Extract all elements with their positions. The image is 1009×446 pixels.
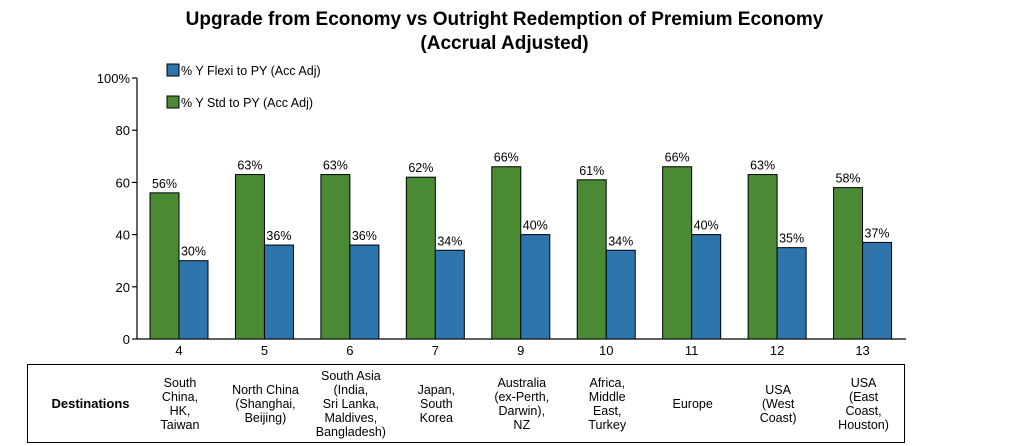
destination-cell: South Asia (India, Sri Lanka, Maldives, … — [315, 368, 386, 439]
destinations-table: Destinations South China, HK, Taiwan Nort… — [27, 364, 905, 443]
data-label: 37% — [865, 226, 890, 240]
y-tick-label: 20 — [116, 280, 130, 295]
x-tick-label: 6 — [346, 343, 353, 358]
data-label: 58% — [836, 172, 861, 186]
destination-cell: Africa, Middle East, Turkey — [588, 375, 627, 432]
data-label: 63% — [237, 159, 262, 173]
data-label: 34% — [608, 234, 633, 248]
bar-y-flexi — [776, 247, 807, 340]
data-label: 66% — [494, 151, 519, 165]
x-axis: 4 5 6 7 9 10 11 12 13 — [137, 338, 906, 358]
data-label: 62% — [408, 161, 433, 175]
destination-cell: Japan, South Korea — [417, 382, 456, 425]
x-tick-label: 11 — [685, 343, 699, 358]
data-label: 35% — [779, 232, 804, 246]
bar-y-flexi — [349, 244, 380, 340]
bar-y-std — [833, 187, 864, 340]
data-label: 30% — [181, 245, 206, 259]
data-label: 40% — [523, 219, 548, 233]
bar-y-std — [662, 166, 693, 340]
bar-y-std — [576, 179, 607, 340]
bar-y-flexi — [263, 244, 294, 340]
legend-swatch — [166, 63, 180, 77]
destination-cell: Australia (ex-Perth, Darwin), NZ — [494, 375, 550, 432]
data-label: 61% — [579, 164, 604, 178]
data-label: 36% — [352, 229, 377, 243]
bar-y-std — [149, 192, 180, 340]
data-label: 40% — [694, 219, 719, 233]
data-label: 56% — [152, 177, 177, 191]
bar-y-flexi — [691, 234, 722, 340]
bar-y-flexi — [178, 260, 209, 340]
bar-chart: 0 20 40 60 80 100% 4 5 6 7 9 10 11 12 13 56% 30% 63% 36%… — [97, 63, 906, 358]
bar-series: 56% 30% 63% 36% 63% 36% 62% 34% 66% 40% 61% 34% 66% 4… — [149, 151, 893, 340]
bar-y-std — [320, 174, 351, 340]
data-label: 63% — [323, 159, 348, 173]
data-label: 36% — [266, 229, 291, 243]
destination-cell: USA (East Coast, Houston) — [838, 375, 889, 432]
legend: % Y Flexi to PY (Acc Adj) % Y Std to PY (… — [166, 63, 321, 110]
data-label: 63% — [750, 159, 775, 173]
bar-y-std — [491, 166, 522, 340]
y-tick-label: 40 — [116, 228, 130, 243]
bar-y-flexi — [520, 234, 551, 340]
destination-cell: Europe — [672, 396, 713, 411]
bar-y-flexi — [605, 249, 636, 340]
destination-cell: North China (Shanghai, Beijing) — [232, 382, 299, 425]
bar-y-std — [747, 174, 778, 340]
bar-y-std — [405, 176, 436, 340]
x-tick-label: 13 — [855, 343, 869, 358]
y-tick-label: 100% — [97, 71, 131, 86]
x-tick-label: 9 — [517, 343, 524, 358]
x-tick-label: 7 — [432, 343, 439, 358]
y-tick-label: 80 — [116, 123, 130, 138]
legend-swatch — [166, 95, 180, 109]
y-tick-label: 0 — [123, 332, 130, 347]
x-tick-label: 5 — [261, 343, 268, 358]
data-label: 66% — [665, 151, 690, 165]
destinations-row-label: Destinations — [51, 396, 130, 411]
chart-title: Upgrade from Economy vs Outright Redempt… — [185, 9, 824, 30]
chart-subtitle: (Accrual Adjusted) — [420, 33, 589, 54]
bar-y-std — [234, 174, 265, 340]
legend-label: % Y Flexi to PY (Acc Adj) — [181, 64, 321, 78]
y-tick-label: 60 — [116, 175, 130, 190]
destination-cell: South China, HK, Taiwan — [160, 375, 200, 432]
x-tick-label: 10 — [599, 343, 613, 358]
bar-y-flexi — [434, 249, 465, 340]
data-label: 34% — [437, 234, 462, 248]
bar-y-flexi — [862, 241, 893, 340]
destination-cell: USA (West Coast) — [759, 382, 797, 425]
legend-label: % Y Std to PY (Acc Adj) — [181, 96, 313, 110]
x-tick-label: 12 — [770, 343, 784, 358]
x-tick-label: 4 — [175, 343, 182, 358]
y-axis: 0 20 40 60 80 100% — [97, 71, 138, 347]
